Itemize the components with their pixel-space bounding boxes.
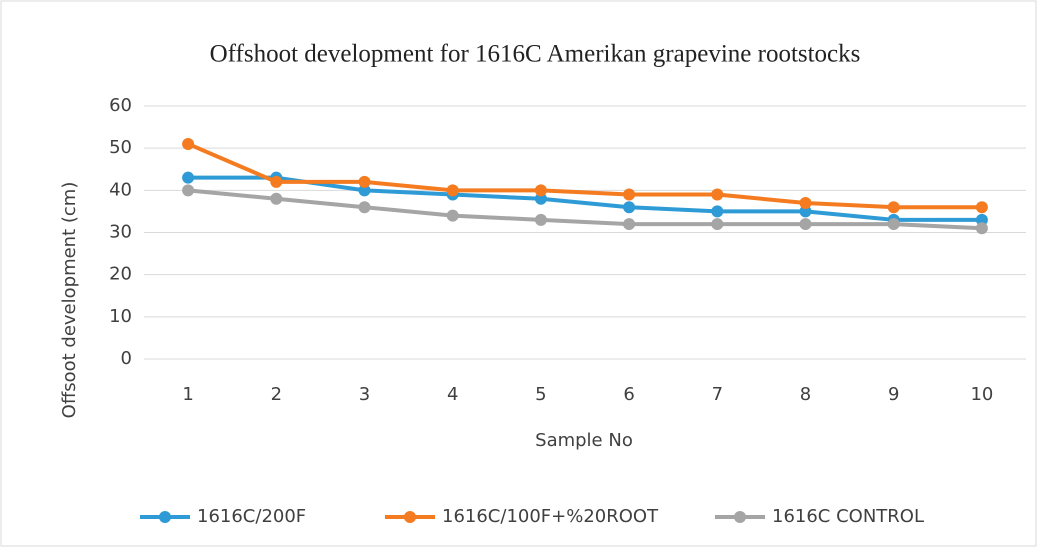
data-point bbox=[623, 218, 636, 231]
series-line bbox=[188, 175, 982, 222]
data-point bbox=[446, 209, 459, 222]
data-point bbox=[623, 201, 636, 214]
data-point bbox=[534, 192, 547, 205]
data-point bbox=[799, 218, 812, 231]
legend-label: 1616C CONTROL bbox=[772, 506, 924, 527]
data-point bbox=[623, 188, 636, 201]
series-line bbox=[187, 188, 982, 231]
data-point bbox=[799, 196, 812, 209]
legend-swatch-dot bbox=[159, 511, 171, 523]
data-point bbox=[887, 218, 900, 231]
x-tick-label: 4 bbox=[447, 384, 458, 405]
y-tick-label: 60 bbox=[109, 95, 132, 116]
x-tick-label: 6 bbox=[623, 384, 634, 405]
legend-label: 1616C/200F bbox=[197, 506, 306, 527]
legend-swatch-dot bbox=[734, 511, 746, 523]
x-tick-label: 2 bbox=[271, 384, 282, 405]
data-point bbox=[182, 171, 195, 184]
x-tick-label: 10 bbox=[970, 384, 993, 405]
x-tick-label: 3 bbox=[359, 384, 370, 405]
data-point bbox=[975, 222, 988, 235]
chart-title: Offshoot development for 1616C Amerikan … bbox=[210, 41, 861, 68]
data-point bbox=[534, 213, 547, 226]
data-point bbox=[270, 192, 283, 205]
data-point bbox=[182, 184, 195, 197]
y-tick-label: 30 bbox=[109, 222, 132, 243]
data-point bbox=[975, 201, 988, 214]
x-tick-label: 7 bbox=[712, 384, 723, 405]
x-tick-label: 1 bbox=[182, 384, 193, 405]
data-point bbox=[887, 201, 900, 214]
series-line bbox=[187, 142, 982, 210]
x-axis-label: Sample No bbox=[535, 430, 633, 451]
data-point bbox=[182, 137, 195, 150]
data-point bbox=[358, 184, 371, 197]
data-point bbox=[270, 175, 283, 188]
data-point bbox=[799, 205, 812, 218]
data-point bbox=[975, 213, 988, 226]
y-tick-label: 50 bbox=[109, 137, 132, 158]
data-point bbox=[358, 201, 371, 214]
data-point bbox=[711, 218, 724, 231]
y-tick-label: 20 bbox=[109, 264, 132, 285]
y-axis-label: Offsoot development (cm) bbox=[59, 182, 80, 419]
data-point bbox=[358, 175, 371, 188]
y-tick-label: 10 bbox=[109, 306, 132, 327]
legend-swatch-dot bbox=[404, 511, 416, 523]
data-point bbox=[711, 188, 724, 201]
data-point bbox=[711, 205, 724, 218]
data-point bbox=[534, 184, 547, 197]
x-tick-label: 5 bbox=[535, 384, 546, 405]
x-tick-label: 8 bbox=[800, 384, 811, 405]
data-point bbox=[446, 184, 459, 197]
y-tick-label: 40 bbox=[109, 179, 132, 200]
y-tick-label: 0 bbox=[121, 348, 132, 369]
x-tick-label: 9 bbox=[888, 384, 899, 405]
legend-label: 1616C/100F+%20ROOT bbox=[442, 506, 659, 527]
